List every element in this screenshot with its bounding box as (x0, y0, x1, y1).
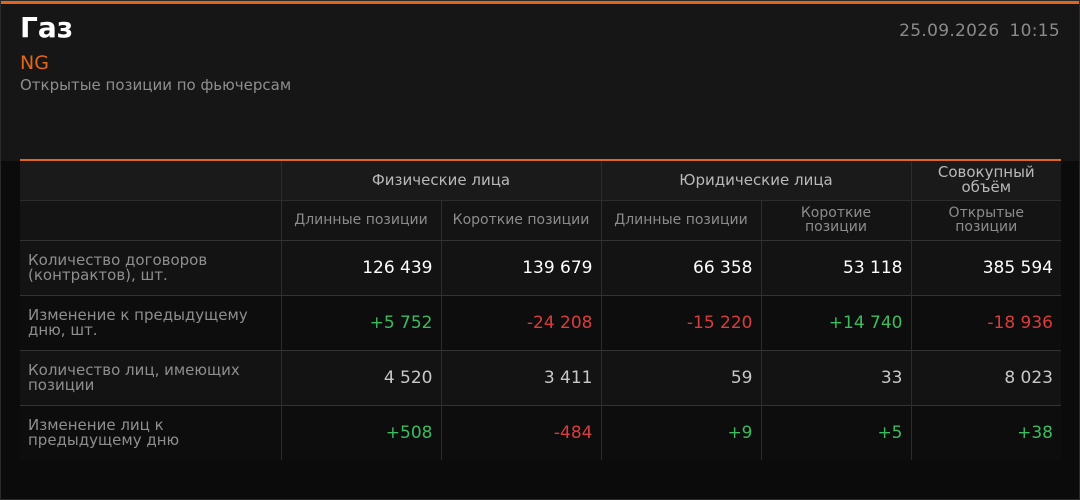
data-row: Изменение к предыдущему дню, шт. +5 752 -2… (20, 294, 1061, 350)
row-label: Количество лиц, имеющих позиции (20, 349, 281, 405)
value-cell: 3 411 (440, 349, 601, 405)
header: Газ NG Открытые позиции по фьючерсам 25.… (1, 1, 1079, 161)
value-cell: 139 679 (440, 239, 601, 295)
value-cell: 8 023 (910, 349, 1061, 405)
column-header: Длинные позиции (600, 199, 761, 240)
table-body: Количество договоров (контрактов), шт. 12… (20, 239, 1061, 460)
blank-cell (20, 199, 281, 240)
group-header: Физические лица (280, 160, 601, 200)
time: 10:15 (1009, 21, 1060, 41)
column-header: Короткие позиции (440, 199, 601, 240)
value-cell: 59 (600, 349, 761, 405)
value-cell: -24 208 (440, 294, 601, 350)
blank-cell (20, 160, 281, 200)
data-row: Изменение лиц к предыдущему дню +508 -484 +… (20, 404, 1061, 460)
column-header: Короткие позиции (760, 199, 911, 240)
value-cell: +5 (760, 404, 911, 460)
value-cell: 53 118 (760, 239, 911, 295)
group-row: Физические лица Юридические лица Совокупны… (20, 160, 1061, 200)
value-cell: -484 (440, 404, 601, 460)
positions-table: Физические лица Юридические лица Совокупны… (20, 159, 1061, 460)
value-cell: +38 (910, 404, 1061, 460)
table-head: Физические лица Юридические лица Совокупны… (20, 160, 1061, 240)
group-header: Совокупный объём (910, 160, 1061, 200)
date: 25.09.2026 (899, 21, 1000, 41)
value-cell: +5 752 (280, 294, 441, 350)
value-cell: +14 740 (760, 294, 911, 350)
row-label: Количество договоров (контрактов), шт. (20, 239, 281, 295)
value-cell: 33 (760, 349, 911, 405)
value-cell: +9 (600, 404, 761, 460)
column-header: Длинные позиции (280, 199, 441, 240)
value-cell: 126 439 (280, 239, 441, 295)
value-cell: -18 936 (910, 294, 1061, 350)
value-cell: +508 (280, 404, 441, 460)
value-cell: 4 520 (280, 349, 441, 405)
row-label: Изменение к предыдущему дню, шт. (20, 294, 281, 350)
value-cell: -15 220 (600, 294, 761, 350)
ticker: NG (20, 52, 49, 74)
value-cell: 385 594 (910, 239, 1061, 295)
column-header: Открытые позиции (910, 199, 1061, 240)
column-row: Длинные позиции Короткие позиции Длинные п… (20, 199, 1061, 240)
title: Газ (20, 11, 74, 44)
data-row: Количество лиц, имеющих позиции 4 520 3 41… (20, 349, 1061, 405)
subtitle: Открытые позиции по фьючерсам (20, 76, 292, 94)
value-cell: 66 358 (600, 239, 761, 295)
row-label: Изменение лиц к предыдущему дню (20, 404, 281, 460)
data-row: Количество договоров (контрактов), шт. 12… (20, 239, 1061, 295)
group-header: Юридические лица (600, 160, 911, 200)
timestamp: 25.09.2026 10:15 (899, 21, 1060, 41)
